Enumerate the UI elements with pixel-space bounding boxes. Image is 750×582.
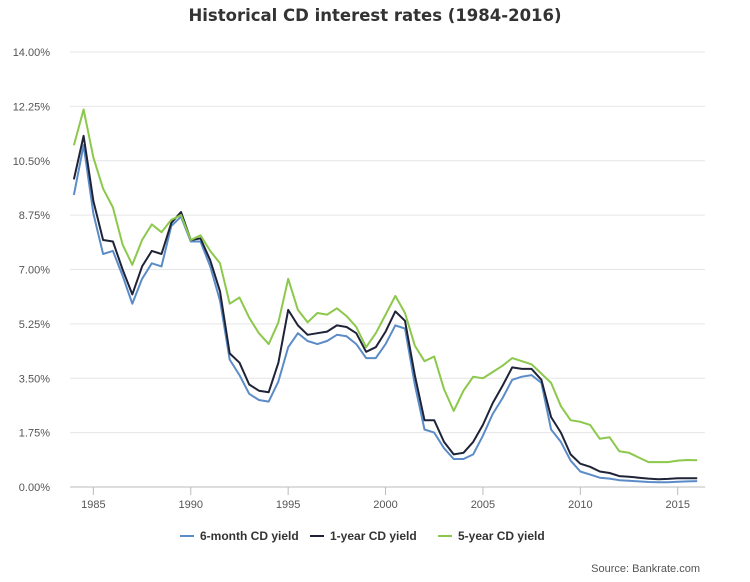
y-tick-label: 8.75%: [19, 210, 50, 222]
x-tick-label: 2010: [568, 499, 592, 511]
x-tick-label: 2000: [373, 499, 397, 511]
legend: 6-month CD yield 1-year CD yield 5-year CD…: [180, 529, 545, 543]
series-line-2: [72, 134, 698, 481]
x-tick-label: 1985: [81, 499, 105, 511]
chart-title: Historical CD interest rates (1984-2016): [188, 6, 562, 25]
x-tick-label: 1995: [276, 499, 300, 511]
x-tick-label: 2015: [665, 499, 689, 511]
x-axis: 1985 1990 1995 2000 2005 2010 2015: [81, 487, 690, 511]
legend-label: 1-year CD yield: [330, 529, 417, 543]
series-line-1: [72, 144, 698, 484]
y-tick-label: 0.00%: [19, 482, 50, 494]
gridlines: [70, 51, 705, 488]
y-tick-label: 14.00%: [13, 47, 51, 59]
source-note: Source: Bankrate.com: [591, 563, 700, 575]
series-lines: [72, 108, 698, 484]
x-tick-label: 2005: [471, 499, 495, 511]
series-line-3: [72, 108, 698, 464]
y-tick-label: 10.50%: [13, 156, 51, 168]
y-tick-label: 12.25%: [13, 101, 51, 113]
x-tick-label: 1990: [179, 499, 203, 511]
y-tick-label: 5.25%: [19, 319, 50, 331]
legend-label: 5-year CD yield: [458, 529, 545, 543]
y-tick-label: 1.75%: [19, 428, 50, 440]
y-tick-label: 3.50%: [19, 373, 50, 385]
y-axis-tick-labels: 0.00% 1.75% 3.50% 5.25% 7.00% 8.75% 10.50% 12.2…: [13, 47, 51, 494]
legend-label: 6-month CD yield: [200, 529, 299, 543]
y-tick-label: 7.00%: [19, 265, 50, 277]
